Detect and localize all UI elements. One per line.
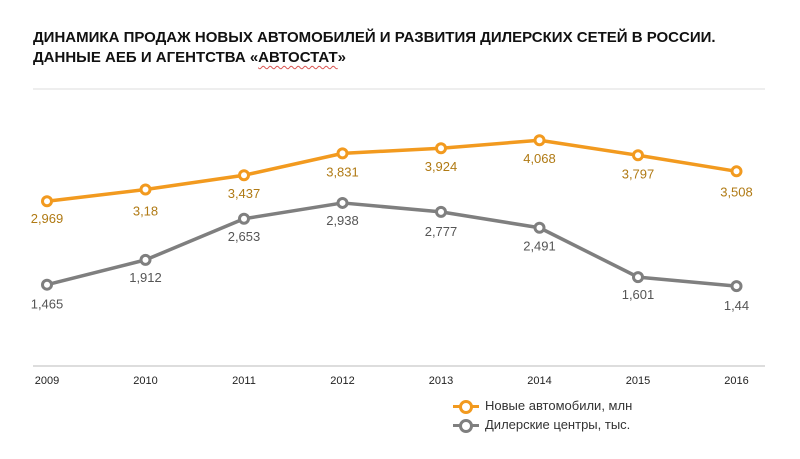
series-0-point-2011 <box>238 169 250 182</box>
chart-title: ДИНАМИКА ПРОДАЖ НОВЫХ АВТОМОБИЛЕЙ И РАЗВ… <box>33 28 773 68</box>
series-0-point-2009 <box>41 195 53 208</box>
series-1-label-2009: 1,465 <box>31 297 64 312</box>
x-tick-label-2011: 2011 <box>232 375 256 387</box>
series-0-label-2016: 3,508 <box>720 184 753 199</box>
legend-item-new-cars: Новые автомобили, млн <box>453 396 632 415</box>
legend-label-new-cars: Новые автомобили, млн <box>485 398 633 413</box>
x-tick-label-2009: 2009 <box>35 375 59 387</box>
series-0-label-2009: 2,969 <box>31 211 64 226</box>
series-1-point-2014 <box>533 221 546 234</box>
series-0-point-2015 <box>632 149 644 162</box>
series-1-point-2009 <box>41 278 53 291</box>
x-tick-label-2016: 2016 <box>724 375 748 387</box>
series-0-label-2014: 4,068 <box>523 151 556 166</box>
series-1-label-2013: 2,777 <box>425 224 458 239</box>
chart-legend: Новые автомобили, млн Дилерские центры, … <box>453 396 632 434</box>
x-tick-label-2012: 2012 <box>330 375 354 387</box>
series-1-point-2016 <box>730 280 743 293</box>
series-1-label-2015: 1,601 <box>622 287 655 302</box>
x-tick-label-2010: 2010 <box>133 375 157 387</box>
title-line-2: ДАННЫЕ АЕБ И АГЕНТСТВА «АВТОСТАТ» <box>33 48 773 68</box>
series-1-point-2012 <box>336 196 349 209</box>
series-1-point-2011 <box>238 212 250 225</box>
series-0-point-2014 <box>533 134 546 147</box>
title-agency-word: АВТОСТАТ <box>258 49 338 66</box>
x-tick-label-2015: 2015 <box>626 375 650 387</box>
legend-item-dealers: Дилерские центры, тыс. <box>453 415 632 434</box>
series-1-label-2012: 2,938 <box>326 213 359 228</box>
series-0-label-2015: 3,797 <box>622 166 655 181</box>
series-0-label-2013: 3,924 <box>425 159 458 174</box>
series-0-label-2010: 3,18 <box>133 204 158 219</box>
series-1-label-2011: 2,653 <box>228 229 261 244</box>
title-line-2-suffix: » <box>337 49 346 66</box>
series-1-point-2013 <box>435 205 447 218</box>
series-1-label-2010: 1,912 <box>129 270 162 285</box>
series-0-point-2010 <box>139 183 152 196</box>
series-0-point-2012 <box>336 147 349 160</box>
legend-label-dealers: Дилерские центры, тыс. <box>485 417 631 432</box>
title-line-2-prefix: ДАННЫЕ АЕБ И АГЕНТСТВА « <box>33 49 259 66</box>
series-0-point-2013 <box>435 142 447 155</box>
x-tick-label-2014: 2014 <box>527 375 551 387</box>
series-line-1 <box>45 201 739 288</box>
series-line-0 <box>45 138 739 203</box>
series-1-point-2010 <box>139 253 152 266</box>
series-0-label-2011: 3,437 <box>228 186 261 201</box>
x-tick-label-2013: 2013 <box>429 375 453 387</box>
legend-marker-new-cars <box>453 399 479 414</box>
title-line-1: ДИНАМИКА ПРОДАЖ НОВЫХ АВТОМОБИЛЕЙ И РАЗВ… <box>33 29 716 46</box>
series-1-label-2016: 1,44 <box>724 298 749 313</box>
series-1-point-2015 <box>632 271 644 284</box>
series-1-label-2014: 2,491 <box>523 239 556 254</box>
series-0-label-2012: 3,831 <box>326 164 359 179</box>
legend-marker-dealers <box>453 418 479 433</box>
series-0-point-2016 <box>730 165 743 178</box>
